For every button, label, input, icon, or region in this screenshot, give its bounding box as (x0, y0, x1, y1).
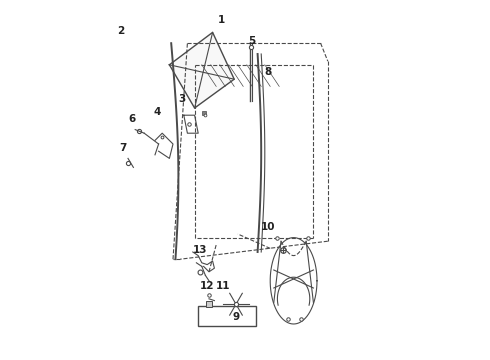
Text: 7: 7 (119, 143, 126, 153)
Text: 3: 3 (178, 94, 186, 104)
Text: 8: 8 (265, 67, 272, 77)
Text: 11: 11 (216, 281, 231, 291)
Text: 13: 13 (193, 245, 207, 255)
Text: 9: 9 (232, 312, 240, 322)
Text: 6: 6 (128, 114, 135, 124)
Text: 5: 5 (248, 36, 256, 46)
Text: 12: 12 (200, 281, 215, 291)
Text: 4: 4 (153, 107, 161, 117)
Text: 10: 10 (261, 222, 276, 232)
Bar (198, 306, 256, 326)
Text: 2: 2 (117, 26, 124, 36)
Polygon shape (170, 32, 234, 108)
Text: 1: 1 (218, 15, 225, 25)
